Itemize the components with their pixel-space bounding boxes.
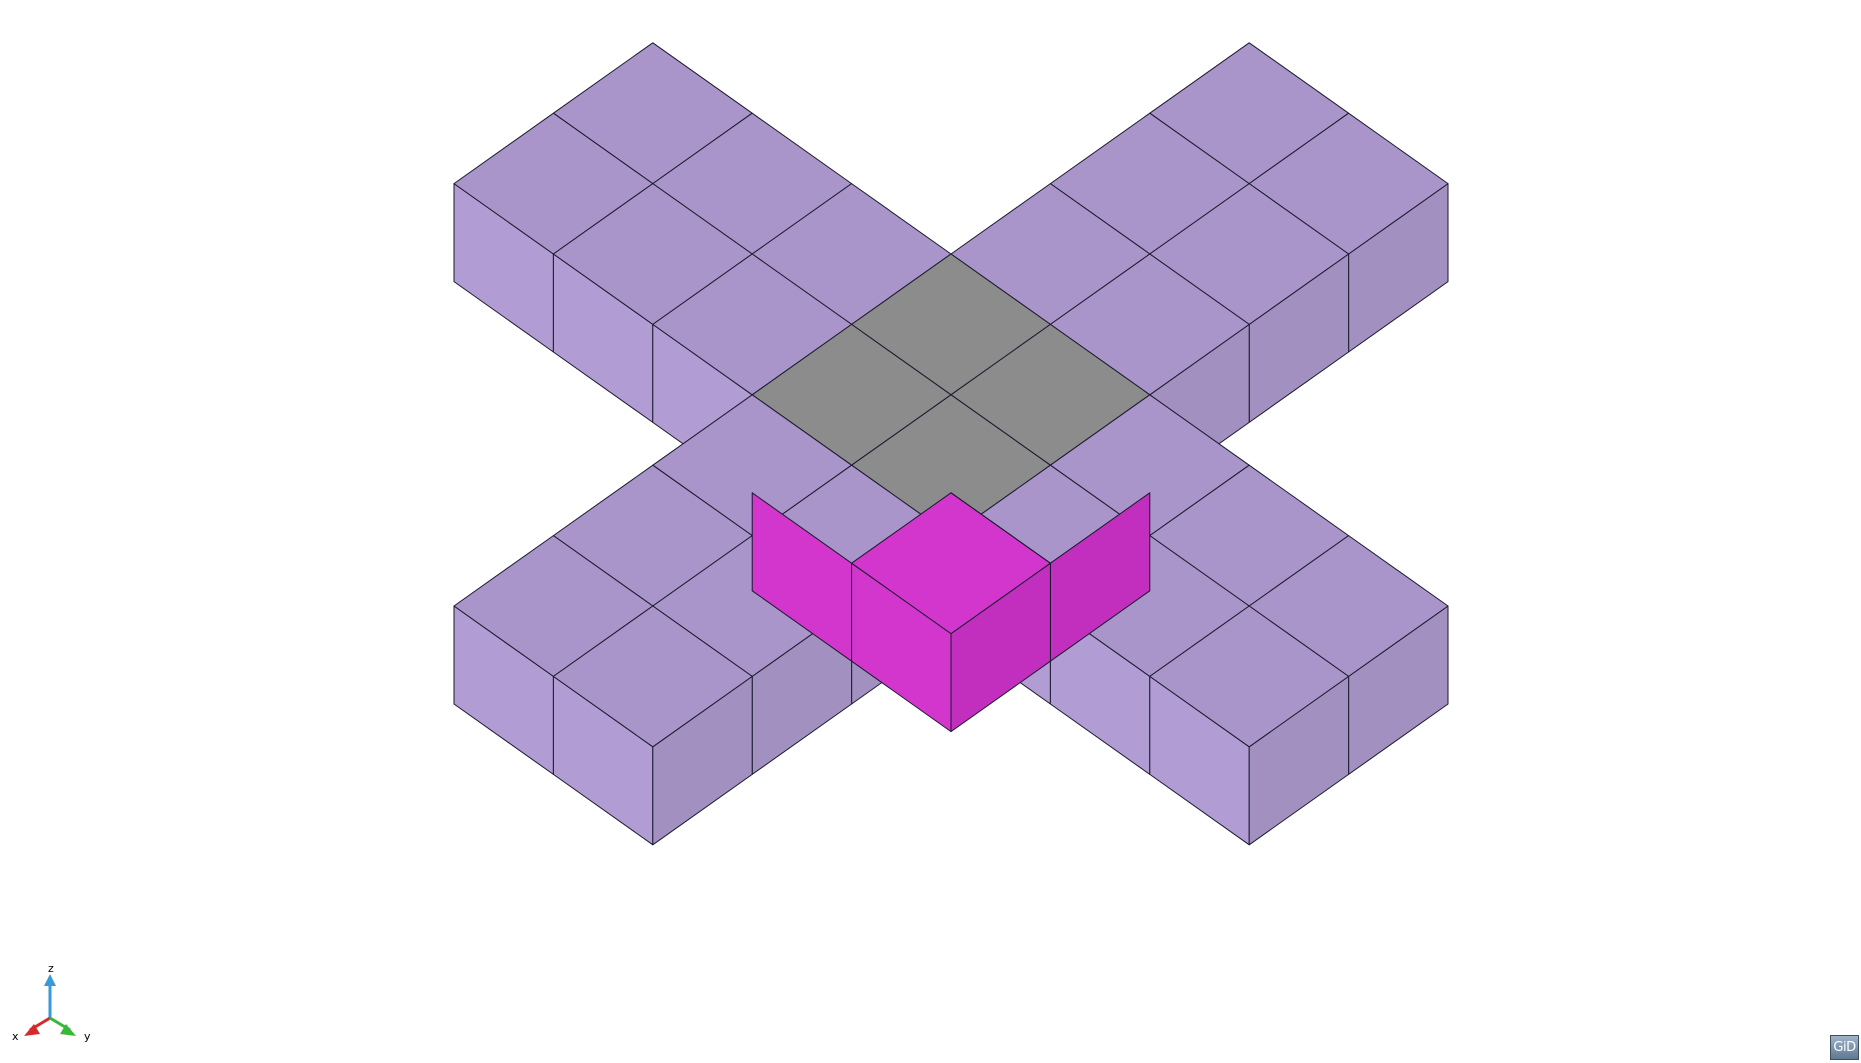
z-axis-arrow-icon — [44, 974, 56, 986]
axes-triad: z x y — [12, 966, 91, 1043]
gid-logo-badge[interactable]: GiD — [1830, 1035, 1859, 1060]
mesh-arm-top-face[interactable] — [1149, 605, 1350, 748]
y-axis-arrow-icon — [60, 1024, 76, 1036]
x-axis-label: x — [12, 1030, 19, 1043]
mesh-arm-top-face[interactable] — [552, 605, 753, 748]
y-axis-label: y — [84, 1030, 91, 1043]
magenta-block-face[interactable] — [950, 492, 1051, 564]
z-axis-label: z — [48, 966, 54, 975]
x-axis-arrow-icon — [24, 1024, 40, 1036]
